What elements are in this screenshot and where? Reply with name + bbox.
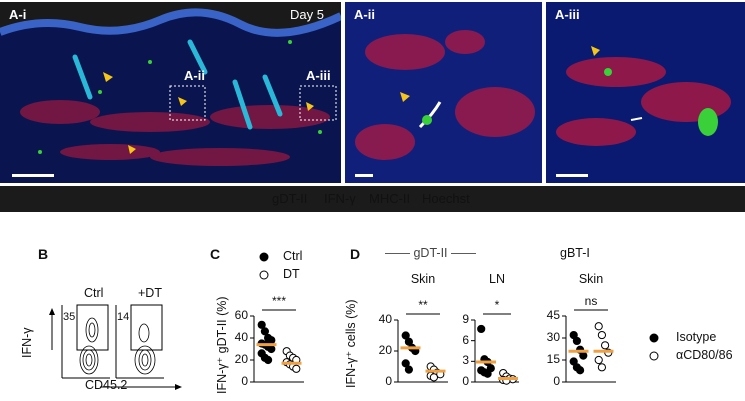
data-point-2-0-6 (483, 369, 492, 378)
y-tick-label-3-2: 30 (546, 330, 560, 344)
day-label: Day 5 (290, 7, 324, 22)
data-point-0-0-10 (264, 355, 273, 365)
legend-hoechst: Hoechst (422, 191, 470, 206)
flow-plot-title-dt: +DT (138, 286, 162, 300)
data-point-0-0-3 (267, 336, 276, 345)
micrograph-a-i (0, 2, 341, 183)
legend-marker-c-1 (259, 270, 269, 280)
panel-a-i-label: A-i (9, 7, 27, 22)
group-gdt-ii-header: —— gDT-II —— (385, 246, 477, 260)
data-point-0-0-0 (257, 320, 266, 329)
legend-mhc-ii: MHC-II (369, 191, 411, 206)
data-point-3-0-1 (572, 336, 582, 346)
significance-label-2: * (494, 298, 500, 312)
y-tick-label-3-3: 45 (546, 308, 560, 322)
panel-b-letter: B (38, 246, 49, 262)
significance-label-0: *** (271, 294, 286, 308)
legend-label-c-0: Ctrl (283, 249, 303, 263)
chart-title-2: LN (489, 272, 505, 286)
data-point-1-1-5 (429, 373, 438, 382)
panel-d-letter: D (350, 246, 361, 262)
y-tick-label-2-2: 6 (462, 332, 469, 347)
y-tick-label-1-0: 0 (385, 374, 392, 388)
chart-title-1: Skin (410, 272, 436, 286)
micrograph-a-ii (345, 2, 542, 183)
panel-a-i-image: A-i Day 5 A-ii A-iii (0, 2, 341, 183)
y-tick-label-2-1: 3 (462, 353, 469, 368)
y-tick-label-0-1: 20 (234, 352, 248, 366)
data-point-0-1-7 (292, 364, 301, 373)
y-tick-label-3-1: 15 (546, 352, 560, 366)
data-point-3-1-0 (594, 322, 603, 331)
data-point-1-0-0 (401, 331, 410, 340)
legend-marker-c-0 (259, 252, 269, 262)
data-point-0-0-7 (267, 344, 276, 354)
stain-legend: gDT-II IFN-γ MHC-II Hoechst (0, 186, 745, 212)
data-point-1-0-4 (401, 359, 410, 368)
legend-label-c-1: DT (283, 267, 300, 281)
y-tick-label-2-3: 9 (462, 312, 469, 326)
y-tick-label-2-0: 0 (462, 374, 469, 388)
data-point-0-0-1 (260, 327, 269, 336)
legend-gdt-ii: gDT-II (272, 191, 308, 206)
y-tick-label-0-0: 0 (241, 374, 248, 388)
y-tick-label-0-3: 60 (234, 308, 248, 322)
flow-xlabel: CD45.2 (85, 378, 128, 392)
legend-label-d-1: αCD80/86 (676, 348, 733, 362)
data-point-1-0-5 (404, 365, 413, 374)
legend-marker-d-0 (649, 333, 659, 343)
flow-plots (49, 304, 182, 390)
inset-a-ii-label: A-ii (184, 68, 205, 83)
data-point-3-1-5 (597, 363, 607, 372)
legend-label-d-0: Isotype (676, 330, 717, 344)
legend-marker-d-1 (649, 351, 659, 361)
y-tick-label-1-1: 20 (378, 343, 392, 357)
data-point-3-1-4 (594, 355, 603, 365)
data-point-2-0-0 (477, 324, 486, 334)
chart-ylabel-0: IFN-γ⁺ gDT-II (%) (215, 296, 229, 394)
y-tick-label-1-2: 40 (378, 312, 392, 326)
panel-c-letter: C (210, 246, 221, 262)
micrograph-a-iii (546, 2, 745, 183)
significance-label-1: ** (418, 298, 428, 312)
panel-a-iii-label: A-iii (555, 7, 580, 22)
y-tick-label-3-0: 0 (553, 374, 560, 388)
gate-value-ctrl: 35 (63, 311, 76, 323)
panel-a-ii-image: A-ii (345, 2, 542, 183)
panel-a-ii-label: A-ii (354, 7, 375, 22)
panel-d-ylabel: IFN-γ⁺ cells (%) (344, 299, 358, 388)
data-point-3-0-6 (576, 366, 585, 375)
group-gbt-i-label: gBT-I (560, 246, 590, 260)
y-tick-label-0-2: 40 (234, 330, 248, 344)
data-point-3-0-3 (579, 351, 588, 360)
legend-ifn-gamma: IFN-γ (324, 191, 356, 206)
significance-label-3: ns (584, 294, 598, 308)
data-point-1-0-1 (404, 337, 413, 346)
panel-a-iii-image: A-iii (546, 2, 745, 183)
data-point-3-1-2 (601, 341, 610, 350)
data-point-3-1-1 (597, 330, 607, 340)
chart-title-3: Skin (578, 272, 604, 286)
flow-plot-title-ctrl: Ctrl (84, 286, 104, 300)
inset-a-iii-label: A-iii (306, 68, 331, 83)
group-gdt-ii-label: gDT-II (413, 246, 448, 260)
gate-value-dt: 14 (117, 311, 130, 323)
